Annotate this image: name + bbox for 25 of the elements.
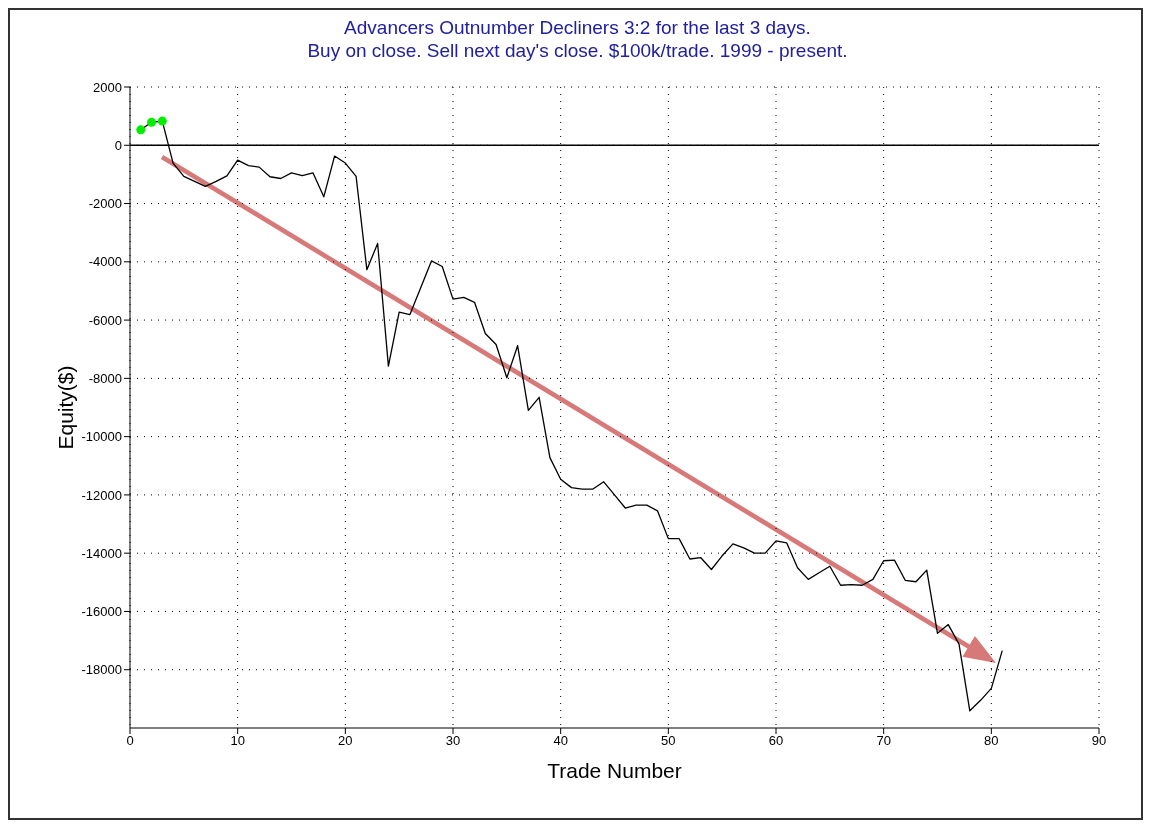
y-tick-label: -18000 [81, 662, 122, 678]
y-tick-label: -14000 [81, 545, 122, 561]
y-tick-label: -12000 [81, 487, 122, 503]
x-tick-label: 0 [126, 733, 134, 749]
x-tick-label: 40 [553, 733, 568, 749]
x-tick-label: 10 [230, 733, 245, 749]
y-tick-label: -16000 [81, 604, 122, 620]
x-axis-title: Trade Number [547, 759, 682, 782]
x-tick-label: 90 [1091, 733, 1107, 749]
chart-subtitle: Buy on close. Sell next day's close. $100k/trade. 1999 - present. [306, 39, 849, 62]
x-tick-label: 30 [445, 733, 461, 749]
y-tick-label: 2000 [93, 79, 122, 95]
y-tick-label: -2000 [88, 196, 122, 212]
y-tick-label: -10000 [81, 429, 122, 445]
x-tick-label: 80 [984, 733, 999, 749]
y-axis-title: Equity($) [54, 365, 78, 450]
x-tick-label: 20 [338, 733, 353, 749]
y-tick-label: -8000 [88, 370, 122, 386]
x-tick-label: 60 [768, 733, 784, 749]
y-tick-label: -4000 [88, 254, 122, 270]
chart-title: Advancers Outnumber Decliners 3:2 for the last 3 days. [343, 16, 812, 39]
y-tick-label: -6000 [88, 312, 122, 328]
x-tick-label: 50 [661, 733, 676, 749]
y-tick-label: 0 [114, 137, 122, 153]
x-tick-label: 70 [876, 733, 891, 749]
